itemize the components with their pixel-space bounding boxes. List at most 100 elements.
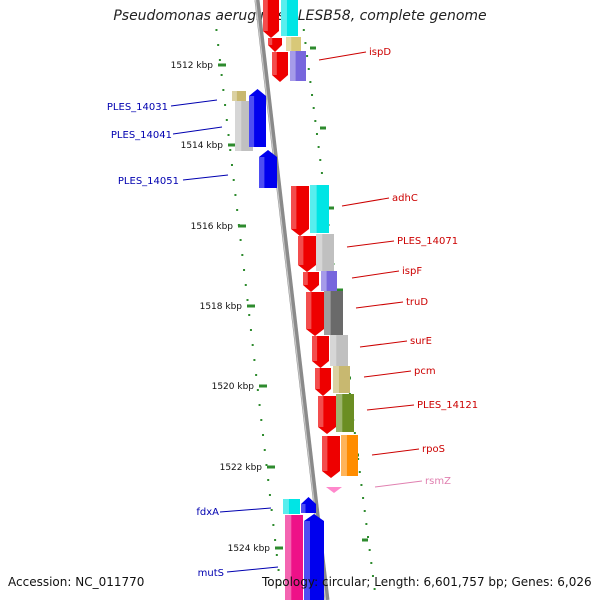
gene-arrow: [315, 368, 331, 396]
guide-dot: [315, 133, 318, 135]
gene-label: rsmZ: [425, 476, 451, 487]
map-title: Pseudomonas aeruginosa LESB58, complete …: [113, 8, 487, 24]
guide-dot: [244, 284, 247, 286]
accession-text: Accession: NC_011770: [8, 575, 145, 589]
gene-box: [321, 271, 337, 291]
guide-dot: [220, 74, 223, 76]
tick-label: 1522 kbp: [220, 463, 263, 473]
tick-mark: [238, 224, 246, 228]
guide-dot: [270, 509, 273, 511]
gene-label: truD: [406, 297, 428, 308]
gene-features: [232, 0, 358, 600]
gene-arrow: [249, 89, 266, 147]
gene-box: [336, 394, 354, 432]
gene-box: [290, 51, 306, 81]
guide-dot: [317, 146, 320, 148]
leader-line: [355, 301, 404, 309]
leader-line: [172, 126, 223, 135]
tick-mark: [362, 538, 368, 542]
guide-dot: [224, 104, 227, 106]
leader-line: [318, 51, 367, 61]
tick-mark: [320, 126, 326, 130]
gene-label: rpoS: [422, 444, 445, 455]
gene-label: ispF: [402, 266, 422, 277]
gene-label: PLES_14071: [397, 236, 458, 247]
tick-label: 1516 kbp: [191, 222, 234, 232]
gene-arrow: [301, 497, 316, 513]
gene-label: pcm: [414, 366, 436, 377]
gene-label: surE: [410, 336, 432, 347]
guide-dot: [227, 134, 230, 136]
guide-dot: [215, 29, 218, 31]
guide-dot: [371, 575, 374, 577]
tick-mark: [228, 143, 236, 147]
tick-mark: [328, 206, 334, 210]
tick-label: 1514 kbp: [181, 141, 224, 151]
gene-label: PLES_14051: [118, 176, 179, 187]
rna-feature: [326, 487, 342, 493]
guide-dot: [370, 562, 373, 564]
guide-dot: [275, 554, 278, 556]
guide-dot: [265, 464, 268, 466]
gene-box: [324, 291, 343, 335]
guide-dot: [249, 329, 252, 331]
guide-dot: [357, 458, 360, 460]
gene-label: PLES_14041: [111, 130, 172, 141]
gene-arrow: [268, 38, 282, 52]
gene-arrow: [306, 292, 324, 336]
guide-dot: [277, 569, 280, 571]
guide-dot: [222, 89, 225, 91]
guide-dot: [306, 55, 309, 57]
guide-dot: [362, 497, 365, 499]
gene-arrow: [304, 514, 324, 600]
gene-label: mutS: [198, 568, 224, 579]
guide-dot: [218, 59, 221, 61]
guide-dot: [263, 449, 266, 451]
genome-backbone: [254, 0, 330, 600]
guide-dot: [251, 344, 254, 346]
leader-line: [374, 480, 423, 488]
guide-dot: [363, 510, 366, 512]
guide-dot: [229, 149, 232, 151]
guide-dot: [241, 254, 244, 256]
leader-line: [341, 197, 390, 207]
guide-dot: [236, 209, 239, 211]
guide-dot: [320, 172, 323, 174]
gene-box: [316, 234, 334, 271]
guide-dot: [268, 494, 271, 496]
gene-box: [235, 101, 253, 151]
guide-dot: [260, 419, 263, 421]
guide-dot: [311, 94, 314, 96]
leader-line: [170, 99, 218, 107]
gene-label: ispD: [369, 47, 391, 58]
guide-dot: [267, 479, 270, 481]
guide-dot: [304, 42, 307, 44]
tick-mark: [337, 288, 343, 292]
guide-dot: [256, 389, 259, 391]
guide-dot: [272, 524, 275, 526]
gene-box: [232, 91, 246, 101]
gene-box: [341, 435, 358, 476]
guide-dot: [243, 269, 246, 271]
guide-dot: [262, 434, 265, 436]
gene-box: [330, 335, 348, 366]
leader-line: [371, 448, 420, 456]
guide-dot: [302, 29, 305, 31]
gene-arrow: [322, 436, 340, 478]
guide-dot: [319, 159, 322, 161]
gene-box: [285, 515, 303, 600]
gene-arrow: [272, 52, 288, 82]
guide-dot: [253, 359, 256, 361]
tick-mark: [275, 546, 283, 550]
guide-dot: [353, 432, 356, 434]
guide-dot: [307, 68, 310, 70]
tick-label: 1512 kbp: [171, 61, 214, 71]
gene-arrow: [303, 272, 319, 292]
guide-dot: [368, 549, 371, 551]
gene-box: [281, 0, 298, 36]
gene-label: PLES_14121: [417, 400, 478, 411]
guide-dot: [246, 299, 249, 301]
gene-arrow: [298, 236, 316, 272]
leader-line: [351, 270, 400, 279]
